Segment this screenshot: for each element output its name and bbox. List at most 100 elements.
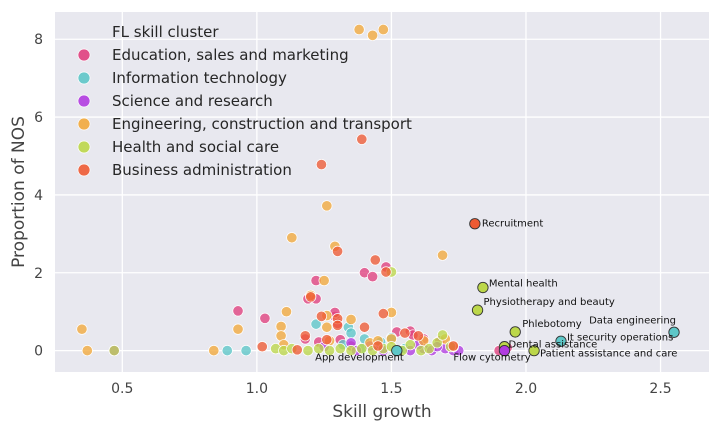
highlighted-point bbox=[528, 344, 540, 357]
annotation-label: It security operations bbox=[567, 332, 673, 343]
highlighted-point bbox=[509, 326, 521, 338]
data-point bbox=[302, 345, 314, 357]
highlighted-point bbox=[477, 281, 489, 294]
annotation-label: Dental assistance bbox=[508, 340, 597, 351]
legend-entry: Information technology bbox=[112, 69, 287, 87]
annotation-label: Mental health bbox=[489, 279, 558, 290]
data-point bbox=[356, 343, 368, 355]
data-point bbox=[240, 345, 252, 357]
annotation-label: Data engineering bbox=[589, 315, 676, 326]
legend-marker bbox=[77, 117, 91, 131]
data-point bbox=[315, 310, 327, 322]
highlighted-point bbox=[668, 326, 680, 338]
data-point bbox=[356, 133, 368, 145]
data-point bbox=[318, 274, 330, 287]
legend-entry: Health and social care bbox=[112, 138, 279, 156]
legend-marker bbox=[77, 71, 91, 85]
data-point bbox=[315, 159, 327, 171]
data-point bbox=[323, 345, 336, 357]
data-point bbox=[280, 306, 293, 318]
annotations: Recruitment Mental health Physiotherapy an… bbox=[315, 219, 677, 364]
legend-entry: Education, sales and marketing bbox=[112, 46, 349, 64]
annotation-label: Phlebotomy bbox=[522, 319, 582, 330]
highlighted-points bbox=[391, 218, 680, 357]
y-tick-label: 4 bbox=[34, 188, 43, 204]
data-point bbox=[332, 245, 344, 257]
highlighted-point bbox=[555, 335, 567, 347]
highlighted-point bbox=[471, 304, 484, 316]
data-point bbox=[431, 337, 443, 349]
legend-marker bbox=[77, 94, 91, 108]
highlighted-point bbox=[391, 344, 403, 357]
data-point bbox=[345, 327, 357, 339]
legend-entry: Science and research bbox=[112, 92, 273, 110]
legend-entry: Business administration bbox=[112, 161, 292, 179]
x-tick-label: 2.5 bbox=[649, 381, 671, 397]
y-axis-ticks: 0 2 4 6 8 bbox=[34, 32, 43, 359]
data-point bbox=[305, 291, 317, 303]
legend-marker bbox=[77, 140, 91, 154]
data-point bbox=[76, 323, 88, 335]
legend: FL skill cluster Education, sales and ma… bbox=[77, 23, 412, 179]
x-tick-label: 1.0 bbox=[246, 381, 268, 397]
data-point bbox=[232, 305, 244, 317]
y-tick-label: 6 bbox=[34, 110, 43, 126]
data-point bbox=[321, 200, 333, 212]
data-point bbox=[345, 345, 357, 357]
legend-entry: Engineering, construction and transport bbox=[112, 115, 412, 133]
data-point bbox=[259, 312, 271, 324]
data-point bbox=[332, 319, 344, 331]
data-point bbox=[81, 345, 93, 357]
data-point bbox=[369, 254, 381, 266]
data-point bbox=[423, 343, 435, 355]
y-tick-label: 2 bbox=[34, 266, 43, 282]
data-point bbox=[256, 341, 268, 353]
data-point bbox=[380, 266, 392, 278]
data-point bbox=[299, 330, 311, 342]
y-axis-label: Proportion of NOS bbox=[9, 116, 29, 268]
data-point bbox=[367, 271, 379, 283]
data-point bbox=[353, 23, 365, 36]
y-tick-label: 8 bbox=[34, 32, 43, 48]
data-point bbox=[232, 323, 244, 335]
data-point bbox=[286, 232, 298, 244]
highlighted-point bbox=[498, 344, 511, 357]
data-point bbox=[334, 343, 346, 355]
data-point bbox=[358, 321, 371, 333]
x-tick-label: 0.5 bbox=[111, 381, 133, 397]
legend-marker bbox=[77, 48, 91, 62]
data-point bbox=[412, 330, 424, 342]
annotation-label: App development bbox=[315, 353, 404, 364]
annotation-label: Recruitment bbox=[482, 219, 544, 230]
annotation-label: Flow cytometry bbox=[453, 353, 530, 364]
x-axis-label: Skill growth bbox=[332, 402, 431, 422]
x-tick-label: 1.5 bbox=[380, 381, 402, 397]
data-point bbox=[313, 343, 325, 355]
data-point bbox=[321, 321, 333, 333]
legend-marker bbox=[77, 163, 91, 177]
x-axis-ticks: 0.5 1.0 1.5 2.0 2.5 bbox=[111, 381, 672, 397]
data-point bbox=[367, 29, 379, 41]
data-point bbox=[275, 320, 287, 333]
annotation-label: Physiotherapy and beauty bbox=[484, 297, 615, 308]
data-point bbox=[447, 340, 459, 352]
data-point bbox=[321, 334, 333, 346]
data-point bbox=[291, 344, 303, 356]
annotation-label: Patient assistance and care bbox=[540, 349, 677, 360]
data-point bbox=[377, 308, 389, 320]
data-point bbox=[208, 345, 220, 357]
data-point bbox=[310, 318, 322, 330]
data-point bbox=[345, 313, 357, 326]
data-point bbox=[377, 23, 389, 36]
legend-title: FL skill cluster bbox=[112, 23, 219, 41]
data-point bbox=[108, 345, 120, 357]
data-point bbox=[372, 340, 384, 352]
data-point bbox=[404, 339, 416, 351]
data-point bbox=[399, 327, 411, 339]
data-point bbox=[437, 249, 449, 261]
x-tick-label: 2.0 bbox=[515, 381, 537, 397]
highlighted-point bbox=[469, 218, 481, 230]
y-tick-label: 0 bbox=[34, 344, 43, 360]
data-point bbox=[221, 345, 233, 357]
